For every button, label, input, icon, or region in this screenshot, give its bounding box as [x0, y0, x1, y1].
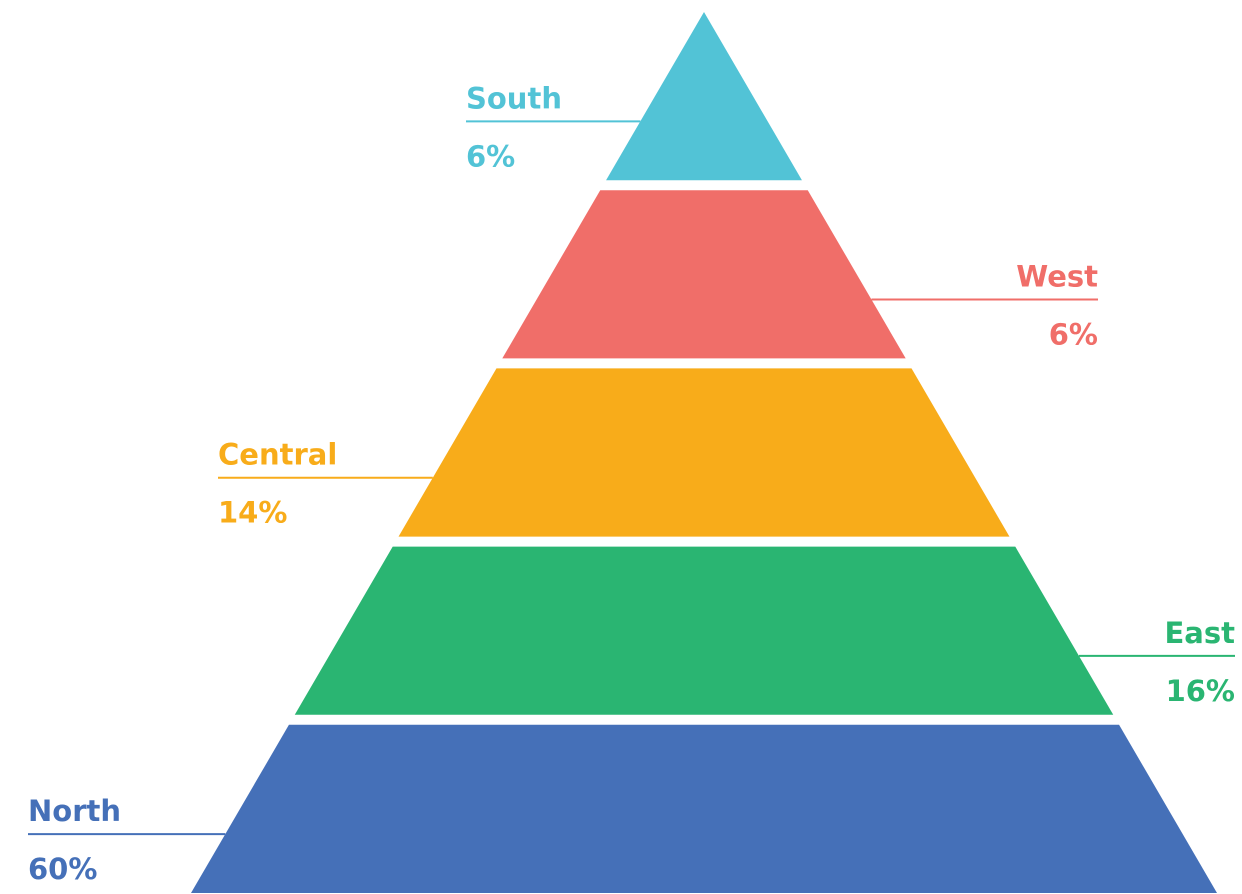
- level-value-east: 16%: [1166, 674, 1235, 708]
- level-label-north: North: [28, 794, 121, 828]
- level-label-east: East: [1164, 616, 1235, 650]
- level-value-central: 14%: [218, 496, 287, 530]
- level-label-west: West: [1016, 260, 1098, 294]
- level-value-west: 6%: [1049, 318, 1098, 352]
- pyramid-level-south: [606, 12, 802, 181]
- pyramid-level-north: [191, 724, 1217, 893]
- level-label-central: Central: [218, 438, 337, 472]
- level-label-south: South: [466, 81, 562, 115]
- level-value-north: 60%: [28, 852, 97, 886]
- pyramid-level-central: [398, 368, 1010, 537]
- pyramid-level-west: [502, 190, 906, 359]
- level-value-south: 6%: [466, 139, 515, 173]
- pyramid-level-east: [294, 546, 1114, 715]
